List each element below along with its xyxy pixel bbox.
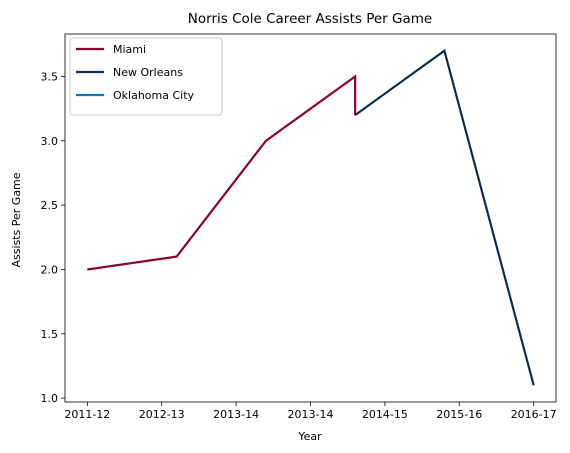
y-tick-label: 1.0	[41, 392, 59, 405]
y-axis-label: Assists Per Game	[10, 172, 23, 267]
legend-label: New Orleans	[113, 66, 183, 79]
legend-label: Miami	[113, 43, 146, 56]
series-line-new-orleans	[354, 48, 535, 386]
x-tick-label: 2015-16	[436, 408, 482, 421]
x-tick-label: 2013-14	[213, 408, 259, 421]
legend: Miami New Orleans Oklahoma City	[69, 37, 223, 116]
chart-title: Norris Cole Career Assists Per Game	[188, 11, 432, 27]
y-tick-label: 1.5	[41, 328, 59, 341]
y-tick-label: 2.0	[41, 263, 59, 276]
y-axis: 1.0 1.5 2.0 2.5 3.0 3.5	[41, 70, 65, 405]
x-tick-label: 2012-13	[139, 408, 185, 421]
y-tick-label: 3.0	[41, 135, 59, 148]
x-axis-label: Year	[297, 430, 322, 443]
x-tick-label: 2011-12	[64, 408, 110, 421]
series-line-miami	[87, 74, 357, 271]
x-axis: 2011-12 2012-13 2013-14 2013-14 2014-15 2015-…	[64, 402, 557, 421]
x-tick-label: 2014-15	[362, 408, 408, 421]
x-tick-label: 2016-17	[511, 408, 557, 421]
x-tick-label: 2013-14	[288, 408, 334, 421]
y-tick-label: 2.5	[41, 199, 59, 212]
legend-label: Oklahoma City	[113, 89, 195, 102]
y-tick-label: 3.5	[41, 70, 59, 83]
legend-box	[69, 37, 223, 116]
